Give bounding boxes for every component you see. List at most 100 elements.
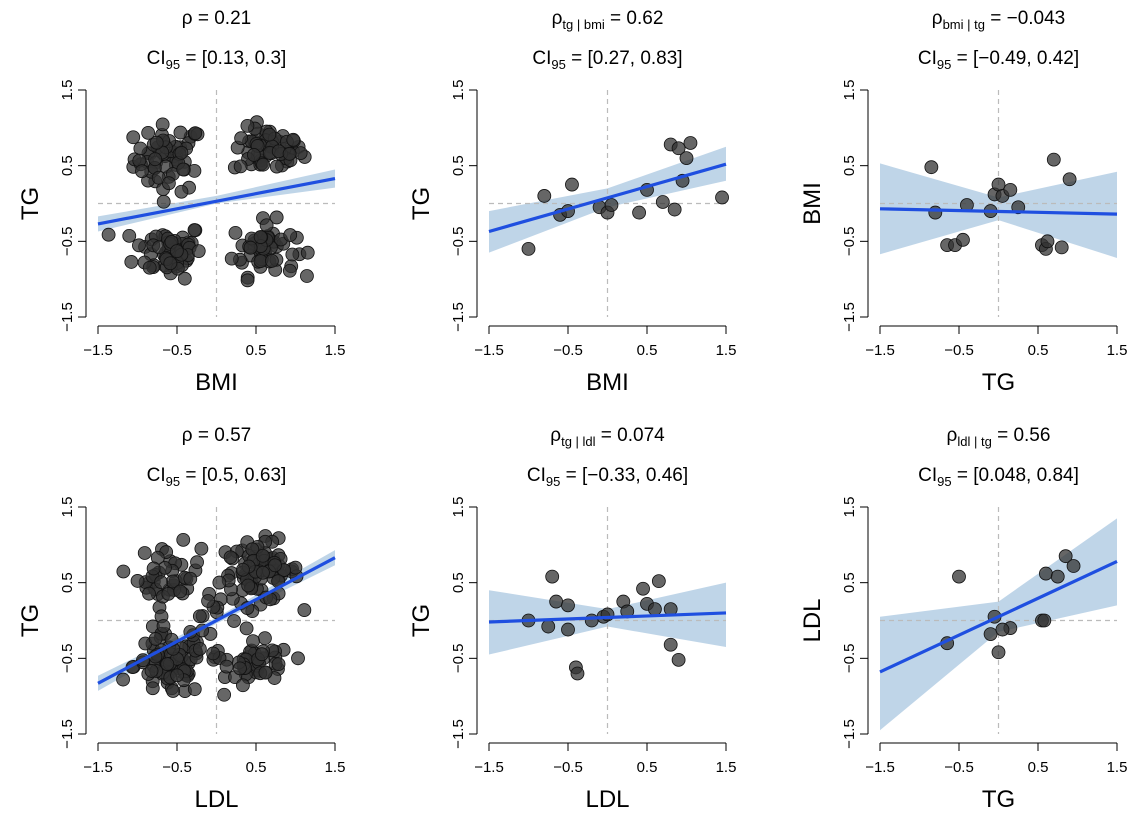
data-point [1040,234,1055,249]
x-tick-label: −0.5 [944,342,974,359]
data-point [170,668,185,683]
data-point [671,652,686,667]
y-tick-label: 1.5 [841,497,858,518]
panel-ci: CI95 = [0.048, 0.84] [918,465,1079,489]
data-point [683,136,698,150]
data-point [240,273,255,288]
data-point [246,634,260,649]
x-tick-label: 0.5 [246,759,267,776]
data-point [632,205,646,220]
y-tick-label: −1.5 [450,719,467,749]
data-point [521,241,536,256]
data-point [549,594,564,609]
panel-ci: CI95 = [0.13, 0.3] [147,48,287,72]
data-point [188,126,203,141]
data-point [142,586,156,601]
data-point [236,678,250,693]
panel-4: ρ = 0.57 CI95 = [0.5, 0.63] −1.5 −0.5 0.5 1.5… [17,425,345,813]
data-point [122,228,137,243]
regression-line [879,207,1118,216]
panel-title: ρbmi | tg = −0.043 [932,8,1066,32]
data-point [1037,613,1052,628]
y-tick-label: −0.5 [59,227,76,257]
data-point [300,245,315,260]
data-point [130,574,145,588]
data-point [253,230,268,244]
data-point [228,225,243,240]
data-point [192,641,207,656]
data-point [156,194,171,209]
y-tick-label: −0.5 [841,227,858,257]
data-point [194,541,209,556]
y-tick-label: −0.5 [841,644,858,674]
x-tick-label: 0.5 [637,759,658,776]
y-axis-label: TG [17,187,44,220]
data-point [1054,240,1069,255]
data-point [995,622,1010,637]
data-point [233,159,248,174]
y-tick-label: 0.5 [450,572,467,593]
data-point [192,609,207,624]
data-point [227,614,241,628]
data-point [258,631,272,646]
y-axis-label: TG [408,604,435,637]
data-point [135,164,149,179]
x-axis-label: LDL [194,786,238,813]
data-point [101,227,116,242]
data-point [234,131,249,146]
y-tick-label: 1.5 [450,80,467,101]
data-point [271,657,286,672]
data-point [262,127,277,142]
data-point [219,659,234,674]
y-tick-label: 0.5 [450,155,467,176]
data-point [952,569,966,584]
data-point [144,664,159,678]
data-point [297,603,312,617]
data-point [169,244,184,259]
data-point [161,176,176,191]
data-point [233,661,247,676]
x-tick-label: −1.5 [865,759,895,776]
data-point [255,548,270,563]
data-point [928,205,943,220]
data-point [166,684,180,698]
data-point [269,210,284,225]
data-point [537,189,552,203]
data-point [282,146,297,161]
x-axis-label: BMI [586,369,629,396]
x-tick-label: −0.5 [162,342,192,359]
data-point [258,665,273,680]
x-axis-label: LDL [585,786,629,813]
x-axis-label: BMI [195,369,238,396]
x-tick-label: −0.5 [553,759,583,776]
y-tick-label: 0.5 [841,155,858,176]
panel-ci: CI95 = [−0.33, 0.46] [527,465,688,489]
data-point [1046,152,1061,167]
data-point [679,151,694,166]
data-point [300,269,314,283]
x-tick-label: −1.5 [474,342,504,359]
data-point [1003,182,1018,197]
data-point [283,228,298,242]
y-tick-label: 1.5 [450,497,467,518]
data-point [124,255,139,269]
data-point [269,159,284,174]
data-point [141,125,156,140]
data-point [565,177,579,192]
y-tick-label: −0.5 [450,227,467,257]
data-point [285,247,300,262]
panel-6: ρldl | tg = 0.56 CI95 = [0.048, 0.84] −1.5… [799,425,1127,813]
data-point [137,546,152,560]
data-point [174,184,189,199]
data-point [715,190,729,205]
data-point [142,260,157,275]
data-point [236,562,250,577]
y-tick-label: −1.5 [59,719,76,749]
data-point [240,118,255,133]
data-point [212,575,227,590]
data-point [146,561,161,576]
panel-ci: CI95 = [−0.49, 0.42] [918,48,1079,72]
data-point [256,157,270,172]
